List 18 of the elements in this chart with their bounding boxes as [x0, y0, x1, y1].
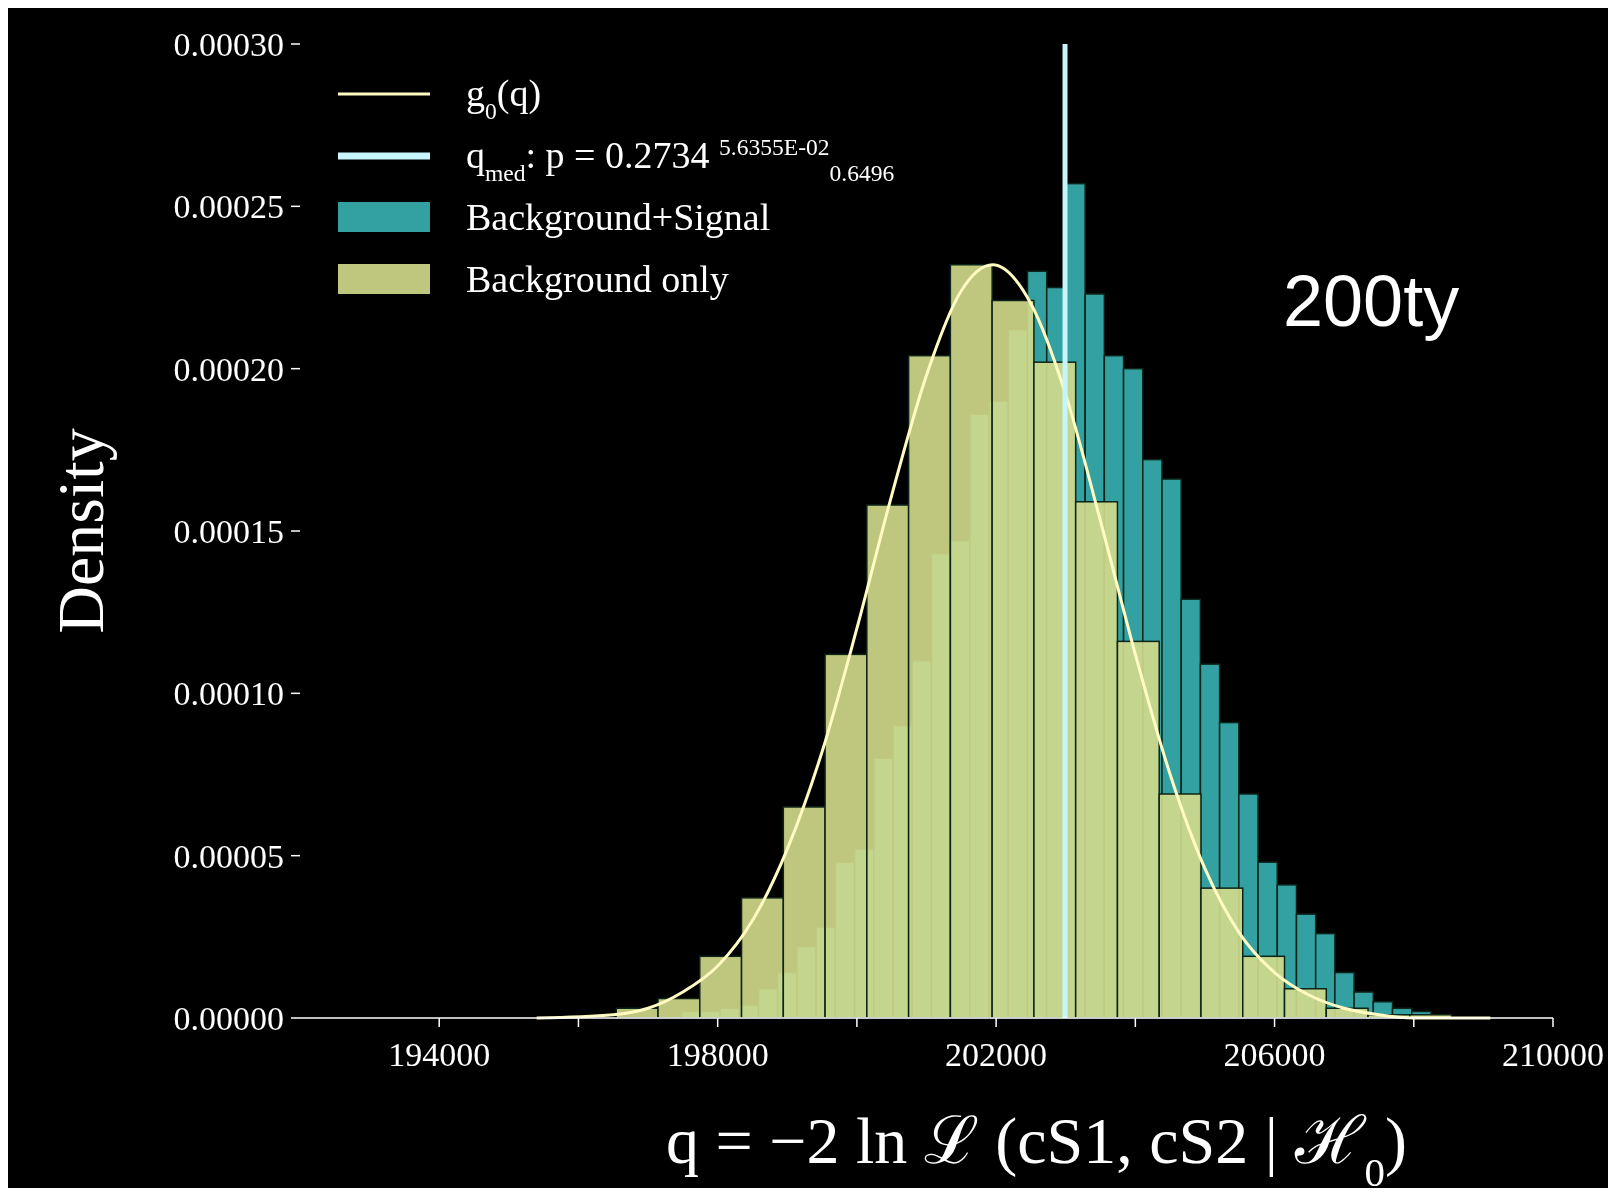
y-axis-title: Density [44, 428, 117, 634]
legend-label: Background+Signal [466, 196, 771, 238]
y-tick-label: 0.00025 [173, 188, 284, 226]
x-tick-label: 206000 [1223, 1036, 1326, 1073]
y-tick-label: 0.00000 [173, 999, 284, 1037]
y-tick-label: 0.00005 [173, 837, 284, 875]
x-tick-label: 202000 [945, 1036, 1048, 1073]
x-tick-label: 198000 [666, 1036, 769, 1073]
y-tick-label: 0.00010 [173, 675, 284, 713]
x-tick-label: 194000 [388, 1036, 491, 1073]
x-axis-title: q = −2 ln ℒ (cS1, cS2 | ℋ$_{0}$) [666, 1104, 1407, 1195]
legend-label: Background only [466, 258, 729, 300]
y-tick-label: 0.00020 [173, 350, 284, 388]
y-tick-label: 0.00030 [173, 25, 284, 63]
y-tick-label: 0.00015 [173, 512, 284, 550]
x-tick-label: 210000 [1502, 1036, 1604, 1073]
annotation: 200ty [1283, 261, 1460, 341]
legend-label: g$_{0}$(q) [466, 72, 542, 124]
